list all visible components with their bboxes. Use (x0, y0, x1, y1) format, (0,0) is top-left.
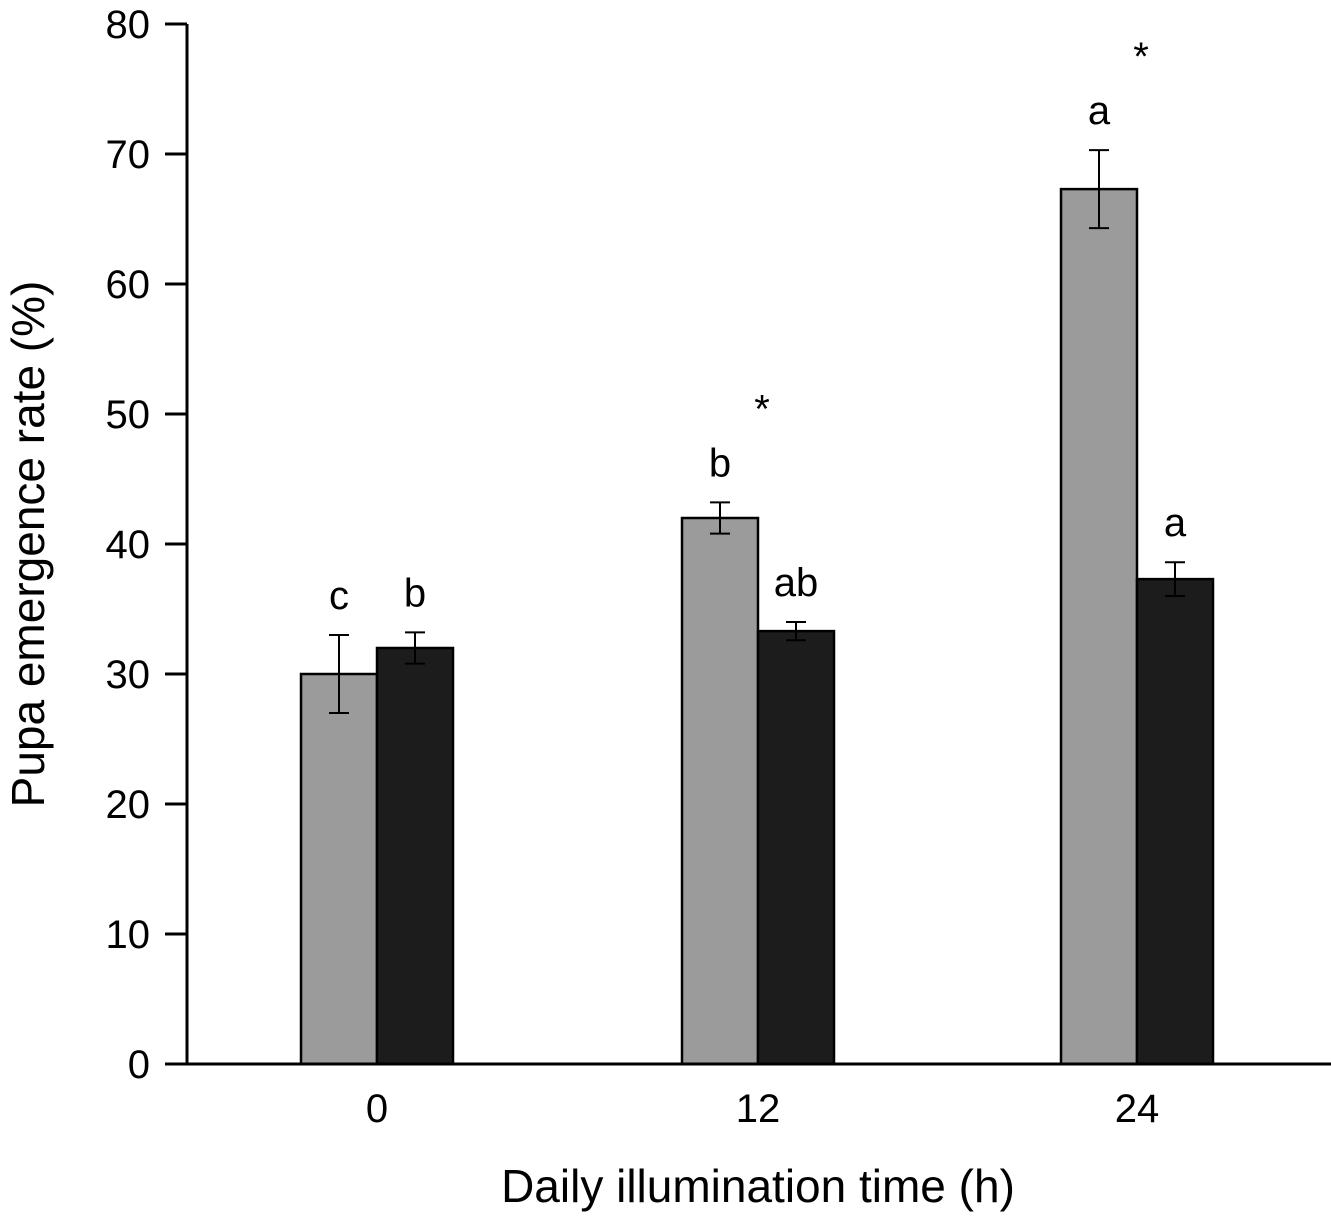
bar-letter: b (709, 441, 731, 485)
x-tick-label: 0 (366, 1087, 388, 1131)
significance-asterisk: * (754, 387, 770, 431)
error-bars (329, 149, 1185, 714)
bar (375, 646, 455, 1066)
significance-asterisk: * (1133, 35, 1149, 79)
y-tick-label: 30 (106, 653, 151, 697)
y-tick-label: 80 (106, 3, 151, 47)
bars (299, 187, 1215, 1066)
y-tick-label: 10 (106, 913, 151, 957)
bar (299, 672, 379, 1066)
significance-letters: c b b ab * a a * (329, 35, 1187, 618)
bar-letter: ab (774, 561, 819, 605)
bar-letter: a (1088, 89, 1111, 133)
x-tick-label: 24 (1115, 1087, 1160, 1131)
y-axis-title: Pupa emergence rate (%) (2, 281, 54, 808)
bar (1059, 187, 1139, 1066)
x-tick-label: 12 (736, 1087, 781, 1131)
y-tick-label: 60 (106, 263, 151, 307)
x-axis-tick-labels: 0 12 24 (366, 1087, 1159, 1131)
y-tick-label: 0 (128, 1043, 150, 1087)
y-tick-label: 50 (106, 393, 151, 437)
bar (680, 516, 760, 1066)
y-tick-label: 20 (106, 783, 151, 827)
bar-letter: a (1164, 501, 1187, 545)
bar-letter: b (404, 571, 426, 615)
bar-letter: c (329, 574, 349, 618)
x-axis-title: Daily illumination time (h) (501, 1160, 1015, 1212)
axes (165, 24, 1331, 1066)
bar (756, 629, 836, 1066)
bar (1135, 577, 1215, 1066)
y-tick-label: 70 (106, 133, 151, 177)
y-axis-ticks: 0 10 20 30 40 50 60 70 80 (106, 3, 187, 1087)
y-tick-label: 40 (106, 523, 151, 567)
